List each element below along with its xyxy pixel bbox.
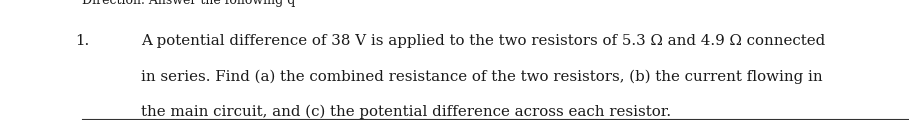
Text: Direction. Answer the following q: Direction. Answer the following q — [82, 0, 295, 7]
Text: in series. Find (a) the combined resistance of the two resistors, (b) the curren: in series. Find (a) the combined resista… — [141, 70, 823, 84]
Text: the main circuit, and (c) the potential difference across each resistor.: the main circuit, and (c) the potential … — [141, 104, 671, 119]
Text: 1.: 1. — [75, 34, 89, 48]
Text: A potential difference of 38 V is applied to the two resistors of 5.3 Ω and 4.9 : A potential difference of 38 V is applie… — [141, 34, 825, 48]
